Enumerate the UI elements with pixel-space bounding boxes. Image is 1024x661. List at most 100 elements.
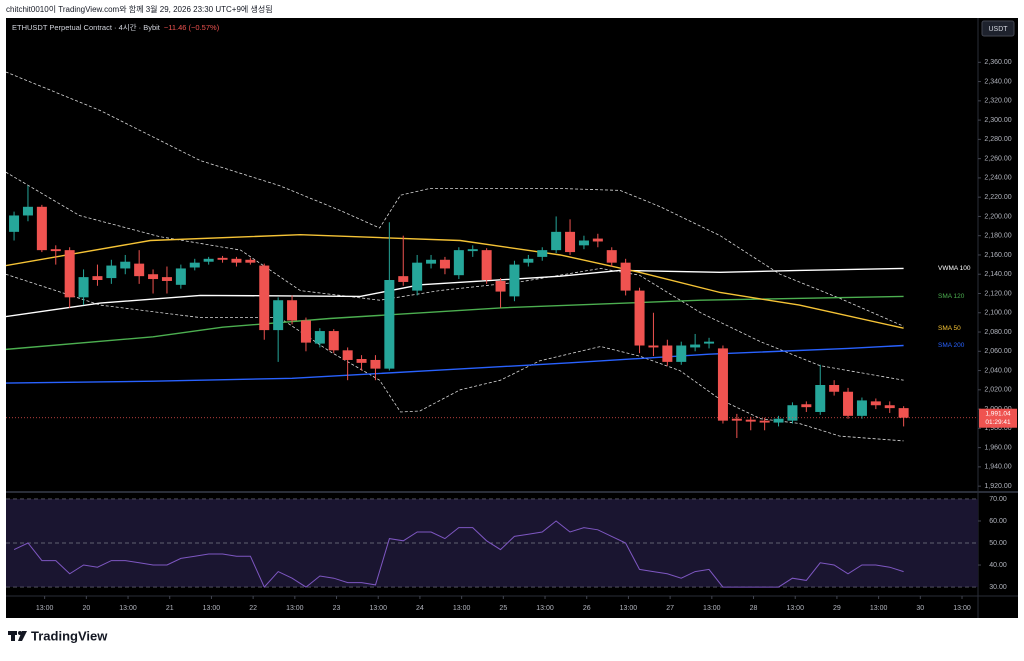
price-change: −11.46 (−0.57%): [164, 23, 220, 32]
candle-body: [731, 418, 742, 421]
currency[interactable]: USDT: [988, 26, 1008, 33]
x-tick-label: 21: [166, 605, 174, 612]
candle-body: [759, 420, 770, 423]
candle-body: [467, 249, 478, 252]
countdown-label: 01:29:41: [985, 419, 1011, 426]
candle-body: [217, 257, 228, 260]
ma-line: [6, 267, 904, 318]
y-tick-label: 2,280.00: [984, 136, 1011, 143]
y-tick-label: 1,960.00: [984, 444, 1011, 451]
y-tick-label: 1,920.00: [984, 483, 1011, 490]
x-tick-label: 30: [916, 605, 924, 612]
x-tick-label: 20: [82, 605, 90, 612]
currency-box[interactable]: [981, 20, 1015, 37]
candle-body: [620, 262, 631, 291]
x-tick-label: 26: [583, 605, 591, 612]
candle-body: [523, 258, 534, 263]
candle-body: [509, 264, 520, 297]
y-tick-label: 2,360.00: [984, 59, 1011, 66]
candle-body: [231, 258, 242, 263]
candle-body: [384, 280, 395, 369]
x-tick-label: 29: [833, 605, 841, 612]
candle-body: [870, 401, 881, 406]
candle-body: [189, 262, 200, 268]
y-tick-label: 2,180.00: [984, 233, 1011, 240]
y-tick-label: 2,340.00: [984, 78, 1011, 85]
y-tick-label: 2,120.00: [984, 290, 1011, 297]
line-label: SMA 200: [938, 342, 965, 349]
y-tick-label: 40.00: [989, 562, 1007, 569]
logo-text: TradingView: [31, 628, 108, 643]
x-tick-label: 13:00: [620, 605, 638, 612]
rsi-line: [13, 520, 904, 589]
last-price-tag: [979, 408, 1017, 428]
ma-line: [6, 233, 904, 329]
y-tick-label: 2,160.00: [984, 252, 1011, 259]
candle-body: [300, 320, 311, 343]
candle-body: [815, 385, 826, 412]
candle-body: [843, 391, 854, 416]
candle-body: [704, 341, 715, 344]
candle-body: [578, 240, 589, 246]
x-tick-label: 13:00: [286, 605, 304, 612]
tradingview-logo: TradingView: [8, 628, 108, 643]
candle-body: [64, 250, 75, 298]
symbol-title: ETHUSDT Perpetual Contract · 4시간 · Bybit: [12, 22, 161, 32]
y-tick-label: 2,020.00: [984, 387, 1011, 394]
y-tick-label: 2,100.00: [984, 310, 1011, 317]
candle-body: [856, 400, 867, 416]
candle-body: [9, 215, 20, 232]
x-tick-label: 13:00: [203, 605, 221, 612]
x-tick-label: 13:00: [703, 605, 721, 612]
y-tick-label: 1,980.00: [984, 425, 1011, 432]
candle-body: [412, 262, 423, 291]
candle-body: [134, 263, 145, 277]
x-tick-label: 13:00: [536, 605, 554, 612]
y-tick-label: 2,220.00: [984, 194, 1011, 201]
y-tick-label: 2,240.00: [984, 175, 1011, 182]
y-tick-label: 2,200.00: [984, 213, 1011, 220]
candle-body: [592, 238, 603, 242]
candle-body: [648, 345, 659, 348]
candle-body: [690, 344, 701, 348]
band-line: [6, 273, 904, 442]
candle-body: [245, 259, 256, 263]
candle-body: [829, 385, 840, 392]
candle-body: [36, 206, 47, 251]
candle-body: [22, 206, 33, 216]
candle-body: [717, 348, 728, 421]
candle-body: [801, 404, 812, 408]
last-price-label: 1,991.04: [985, 410, 1011, 417]
candle-body: [537, 250, 548, 257]
x-tick-label: 25: [499, 605, 507, 612]
x-tick-label: 13:00: [36, 605, 54, 612]
candle-body: [148, 274, 159, 280]
candle-body: [439, 259, 450, 269]
x-tick-label: 22: [249, 605, 257, 612]
band-line: [6, 71, 904, 327]
candle-body: [50, 249, 61, 252]
candle-body: [92, 276, 103, 281]
candle-body: [356, 358, 367, 363]
candle-body: [398, 276, 409, 282]
symbol-header: ETHUSDT Perpetual Contract · 4시간 · Bybit…: [12, 22, 220, 32]
y-tick-label: 2,140.00: [984, 271, 1011, 278]
candle-body: [481, 250, 492, 281]
x-tick-label: 13:00: [453, 605, 471, 612]
y-tick-label: 2,320.00: [984, 98, 1011, 105]
candle-body: [745, 419, 756, 422]
candle-body: [78, 277, 89, 298]
y-tick-label: 2,060.00: [984, 348, 1011, 355]
x-tick-label: 13:00: [953, 605, 971, 612]
candle-body: [787, 405, 798, 421]
candle-body: [287, 300, 298, 321]
x-tick-label: 27: [666, 605, 674, 612]
candle-body: [120, 261, 131, 269]
candle-body: [495, 280, 506, 292]
candle-body: [662, 345, 673, 362]
candle-body: [453, 250, 464, 276]
y-tick-label: 2,300.00: [984, 117, 1011, 124]
candle-body: [161, 277, 172, 281]
y-tick-label: 50.00: [989, 540, 1007, 547]
